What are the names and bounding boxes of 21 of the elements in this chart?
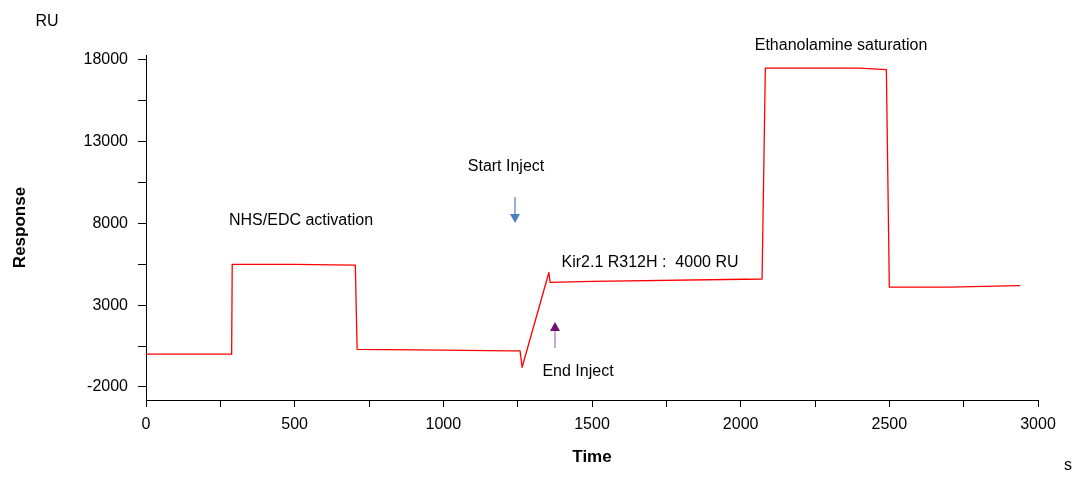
y-tick-label: 3000: [92, 295, 129, 313]
y-tick-label: 18000: [83, 50, 129, 68]
x-axis-title: Time: [572, 447, 612, 467]
x-tick-label: 3000: [1020, 415, 1056, 433]
annotation: NHS/EDC activation: [228, 211, 374, 229]
x-tick-label: 2500: [871, 415, 908, 433]
x-tick-label: 1500: [574, 415, 610, 433]
x-tick-label: 500: [281, 415, 309, 433]
x-tick-label: 1000: [425, 415, 462, 433]
text: Ethanolamine saturation: [754, 36, 928, 54]
x-tick-label: 2000: [722, 415, 759, 433]
y-tick-label: 8000: [92, 213, 129, 231]
annotation: Kir2.1 R312H : 4000 RU: [561, 253, 739, 271]
annotation: Start Inject: [467, 157, 545, 175]
y-axis-title: Response: [9, 186, 29, 269]
x-tick-label: 0: [141, 415, 151, 433]
text: s: [1064, 456, 1072, 474]
text: RU: [35, 12, 59, 30]
y-tick-label: -2000: [87, 377, 129, 395]
annotation: End Inject: [542, 362, 615, 380]
y-tick-label: 13000: [83, 132, 129, 150]
